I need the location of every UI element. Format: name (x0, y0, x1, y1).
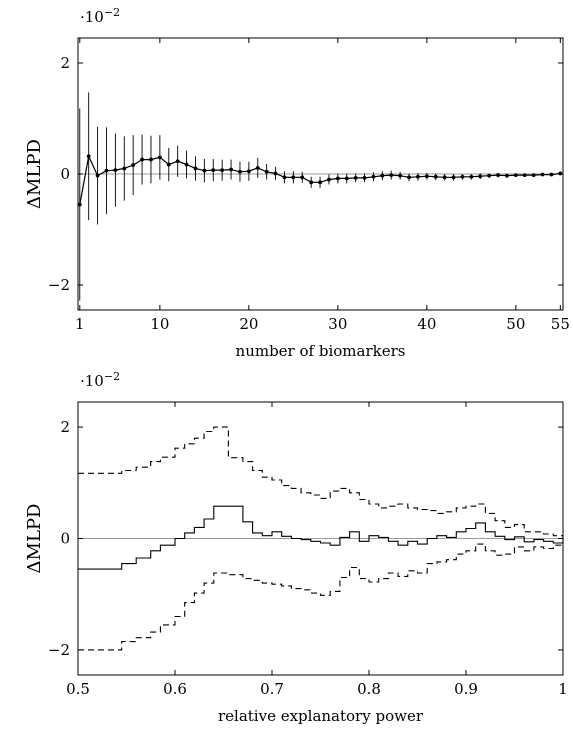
data-point (389, 173, 394, 178)
data-point (193, 166, 198, 171)
data-point (478, 174, 483, 179)
data-point (122, 166, 127, 171)
x-tick-label: 1 (75, 315, 85, 333)
y-axis-label: ΔMLPD (24, 139, 45, 209)
data-point (460, 174, 465, 179)
x-tick-label: 0.7 (260, 680, 284, 698)
data-point (238, 169, 242, 174)
data-point (344, 176, 349, 181)
y-tick-label: −2 (48, 641, 70, 659)
data-point (549, 172, 554, 177)
data-point (416, 174, 420, 179)
data-point (424, 174, 429, 179)
x-tick-label: 0.5 (66, 680, 90, 698)
data-point (255, 165, 260, 170)
data-point (433, 174, 438, 179)
data-point (380, 173, 385, 178)
y-tick-label: 2 (60, 54, 70, 72)
data-point (282, 175, 287, 180)
data-point (220, 168, 225, 173)
x-tick-label: 40 (417, 315, 436, 333)
data-point (131, 163, 136, 168)
series-bound-line (78, 426, 564, 539)
x-tick-label: 0.8 (357, 680, 381, 698)
x-axis-label: number of biomarkers (236, 342, 406, 360)
data-point (505, 173, 509, 178)
y-tick-label: −2 (48, 276, 70, 294)
data-point (540, 172, 545, 177)
y-tick-label: 0 (60, 530, 70, 548)
data-point (362, 175, 367, 180)
data-point (291, 175, 296, 180)
data-point (442, 175, 447, 180)
data-point (327, 177, 331, 182)
data-point (300, 175, 305, 180)
x-axis-label: relative explanatory power (218, 707, 424, 725)
data-point (309, 180, 314, 185)
data-point (264, 169, 269, 174)
data-point (398, 173, 403, 178)
data-point (166, 162, 171, 167)
data-point (211, 168, 216, 173)
data-point (157, 155, 162, 160)
data-point (496, 173, 500, 178)
x-tick-label: 30 (328, 315, 347, 333)
data-point (371, 174, 376, 179)
data-point (140, 157, 144, 162)
data-point (95, 173, 100, 178)
x-tick-label: 0.9 (454, 680, 478, 698)
data-point (335, 176, 340, 181)
series-mean-line (78, 505, 564, 570)
data-point (353, 175, 358, 180)
data-point (246, 169, 251, 174)
data-point (77, 202, 82, 207)
x-tick-label: 50 (506, 315, 525, 333)
data-point (487, 173, 492, 178)
x-tick-label: 20 (239, 315, 258, 333)
x-tick-label: 0.6 (163, 680, 187, 698)
y-tick-label: 2 (60, 418, 70, 436)
series-bound-line (78, 538, 564, 651)
data-point (451, 175, 456, 180)
data-point (522, 173, 527, 178)
data-point (113, 168, 118, 173)
data-point (273, 171, 278, 176)
scale-factor-label: ·10−2 (80, 370, 120, 390)
x-tick-label: 55 (551, 315, 570, 333)
x-tick-label: 1 (558, 680, 568, 698)
data-point (86, 154, 91, 159)
data-point (531, 173, 536, 178)
scale-factor-label: ·10−2 (80, 6, 120, 26)
y-axis-label: ΔMLPD (24, 504, 45, 574)
data-point (184, 162, 189, 167)
data-point (149, 157, 153, 162)
data-point (104, 168, 109, 173)
data-point (558, 171, 563, 176)
data-point (229, 167, 233, 172)
data-point (202, 168, 207, 173)
y-tick-label: 0 (60, 165, 70, 183)
data-point (175, 159, 180, 164)
data-point (513, 173, 518, 178)
data-point (469, 174, 474, 179)
data-point (407, 175, 411, 180)
data-point (318, 180, 322, 185)
x-tick-label: 10 (150, 315, 169, 333)
